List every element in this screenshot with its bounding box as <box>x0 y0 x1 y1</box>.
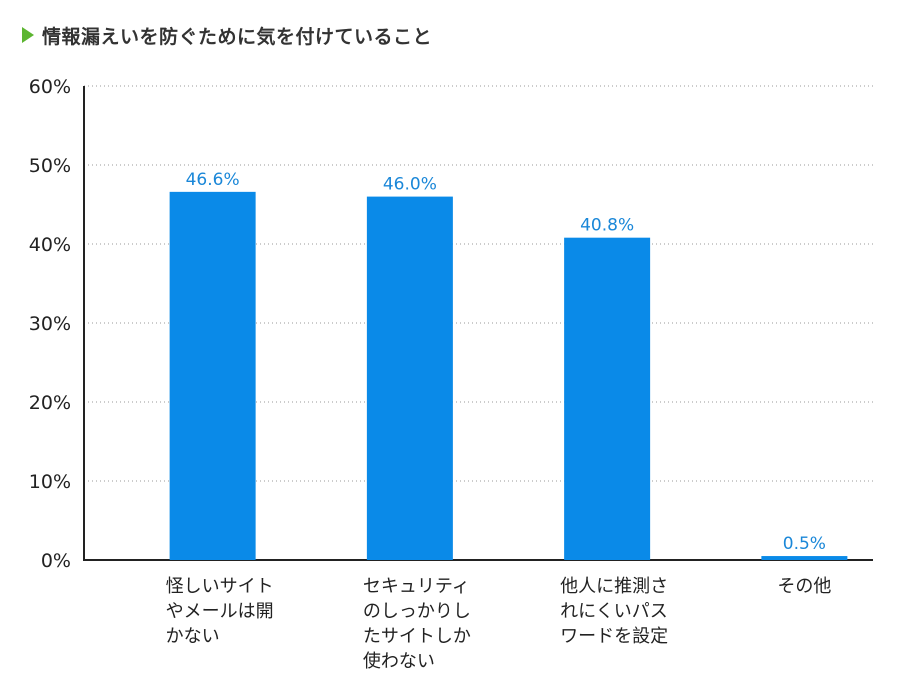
bar <box>564 237 651 560</box>
x-tick-label: その他 <box>777 576 831 597</box>
x-tick-label: 怪しいサイトやメールは開かない <box>166 576 274 647</box>
y-tick-label: 0% <box>41 550 71 572</box>
triangle-marker-icon <box>22 27 34 43</box>
y-tick-label: 30% <box>29 313 71 335</box>
x-tick-label-line: れにくいパス <box>560 601 668 622</box>
data-label: 46.6% <box>186 170 240 190</box>
bar <box>761 556 848 560</box>
x-tick-label-line: セキュリティ <box>363 576 470 597</box>
y-tick-label: 40% <box>29 234 71 256</box>
x-tick-label-line: その他 <box>777 576 831 597</box>
data-label: 0.5% <box>783 534 826 554</box>
chart-title: 情報漏えいを防ぐために気を付けていること <box>22 20 432 50</box>
x-tick-label-line: かない <box>166 626 220 647</box>
data-label: 46.0% <box>383 175 437 195</box>
y-tick-label: 50% <box>29 155 71 177</box>
x-tick-label-line: 他人に推測さ <box>560 576 668 597</box>
x-tick-label: セキュリティのしっかりしたサイトしか使わない <box>363 576 471 672</box>
y-tick-label: 10% <box>29 471 71 493</box>
x-tick-label: 他人に推測されにくいパスワードを設定 <box>560 576 668 647</box>
bar <box>169 191 256 561</box>
chart-title-text: 情報漏えいを防ぐために気を付けていること <box>42 25 433 48</box>
x-tick-label-line: たサイトしか <box>363 626 471 647</box>
x-tick-label-line: 怪しいサイト <box>166 576 274 597</box>
x-tick-label-line: 使わない <box>363 651 435 672</box>
y-tick-label: 20% <box>29 392 71 414</box>
x-tick-label-line: ワードを設定 <box>560 626 668 647</box>
x-tick-label-line: やメールは開 <box>166 601 274 622</box>
x-tick-label-line: のしっかりし <box>363 601 471 622</box>
data-label: 40.8% <box>580 216 634 236</box>
y-tick-label: 60% <box>29 76 71 98</box>
bar <box>366 196 453 560</box>
